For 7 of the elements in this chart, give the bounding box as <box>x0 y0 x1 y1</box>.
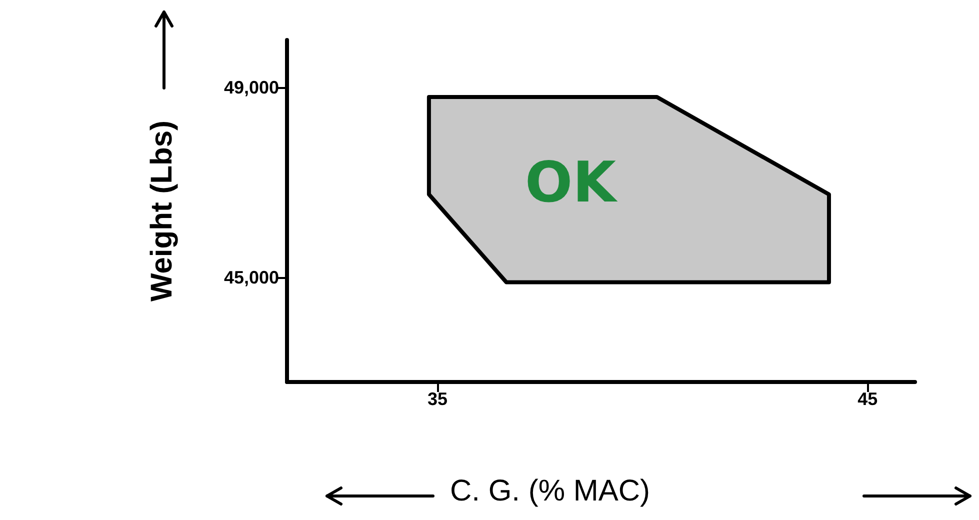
x-tick-label: 35 <box>428 389 448 409</box>
y-axis-title: Weight (Lbs) <box>146 120 178 302</box>
x-axis-title: C. G. (% MAC) <box>450 474 650 508</box>
y-tick-label: 45,000 <box>224 268 279 288</box>
y-tick-label: 49,000 <box>224 78 279 98</box>
x-tick-label: 45 <box>858 389 878 409</box>
annotation: OK <box>525 150 619 216</box>
